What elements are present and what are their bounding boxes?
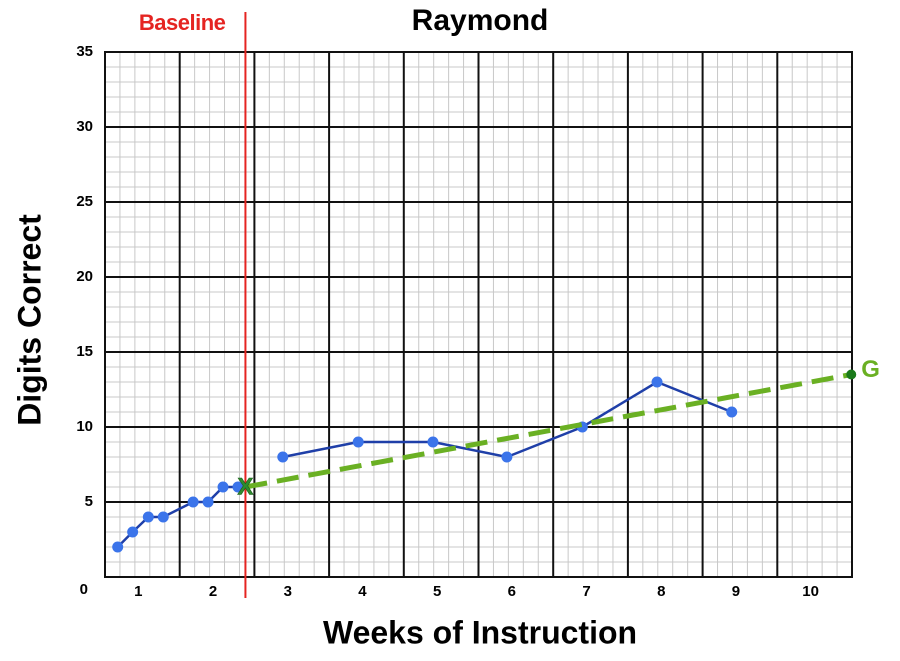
data-point [142,511,154,523]
y-tick-label: 10 [76,418,93,435]
y-tick-label: 15 [76,343,93,360]
x-tick-label: 4 [358,583,367,600]
y-tick-label: 0 [80,581,88,598]
data-point [726,406,738,418]
x-tick-label: 6 [508,583,516,600]
x-tick-label: 10 [802,583,819,600]
data-line [282,380,733,459]
data-point [202,496,214,508]
data-point [277,451,289,463]
data-point [651,376,663,388]
data-point [127,526,139,538]
data-point [112,541,124,553]
x-tick-label: 5 [433,583,441,600]
data-point [232,481,244,493]
y-tick-label: 20 [76,268,93,285]
data-point [217,481,229,493]
phase-label: Baseline [139,10,226,35]
goal-start-label: X [237,473,253,500]
x-tick-label: 2 [209,583,217,600]
data-point [501,451,513,463]
x-tick-label: 7 [582,583,590,600]
y-axis-label: Digits Correct [11,214,47,426]
x-tick-label: 8 [657,583,665,600]
goal-point [846,369,857,380]
goal-end-label: G [861,356,880,383]
y-tick-label: 30 [76,118,93,135]
y-tick-label: 5 [85,493,93,510]
y-tick-label: 25 [76,193,93,210]
data-point [187,496,199,508]
chart-title: Raymond [412,4,549,37]
plot-border [104,51,853,578]
x-tick-label: 1 [134,583,142,600]
data-point [427,436,439,448]
x-tick-label: 3 [284,583,292,600]
data-point [157,511,169,523]
data-point [352,436,364,448]
x-axis-label: Weeks of Instruction [323,614,637,650]
y-tick-label: 35 [76,43,93,60]
x-tick-label: 9 [732,583,740,600]
goal-line [244,372,852,490]
